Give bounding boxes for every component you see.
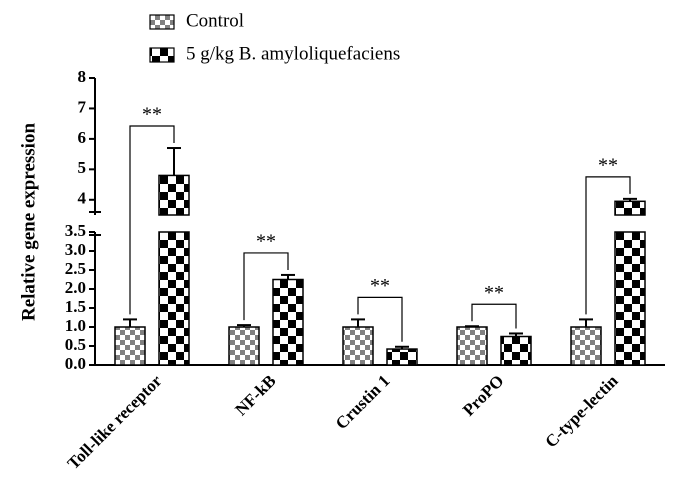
x-tick-label: ProPO [459,371,508,420]
bar [228,326,260,366]
bar-upper [614,200,646,216]
legend-label: Control [186,10,244,31]
y-tick-label: 1.0 [65,316,86,335]
y-axis-label: Relative gene expression [18,123,39,321]
significance-label: ** [484,282,504,304]
significance-bracket [129,125,175,315]
bar [614,231,646,366]
y-tick-label: 0.5 [65,335,86,354]
y-tick-label: 5 [78,158,87,177]
y-tick-label: 6 [78,128,87,147]
x-tick-label: Crustin 1 [332,371,394,433]
x-tick-label: NF-kB [231,371,279,419]
x-tick-label: Toll-like receptor [64,371,166,473]
significance-label: ** [370,275,390,297]
bar [386,348,418,366]
bar [500,335,532,366]
x-tick-label: C-type-lectin [541,371,622,452]
significance-label: ** [256,231,276,253]
bar [342,326,374,366]
significance-bracket [585,176,631,315]
significance-bracket [471,303,517,329]
bar [114,326,146,366]
y-tick-label: 2.5 [65,259,86,278]
legend-swatch [149,14,175,30]
bar [456,326,488,366]
y-tick-label: 1.5 [65,297,86,316]
y-tick-label: 3.5 [65,221,86,240]
bar [158,231,190,366]
y-tick-label: 7 [78,97,87,116]
bar [570,326,602,366]
y-tick-label: 0.0 [65,354,86,373]
bar [272,278,304,366]
y-tick-label: 8 [78,67,87,86]
legend-label: 5 g/kg B. amyloliquefaciens [186,43,400,64]
y-tick-label: 3.0 [65,240,86,259]
significance-label: ** [142,104,162,126]
y-tick-label: 4 [78,189,87,208]
significance-bracket [357,296,403,342]
legend-swatch [149,47,175,63]
significance-bracket [243,252,289,321]
y-tick-label: 2.0 [65,278,86,297]
significance-label: ** [598,154,618,176]
bar-upper [158,174,190,216]
